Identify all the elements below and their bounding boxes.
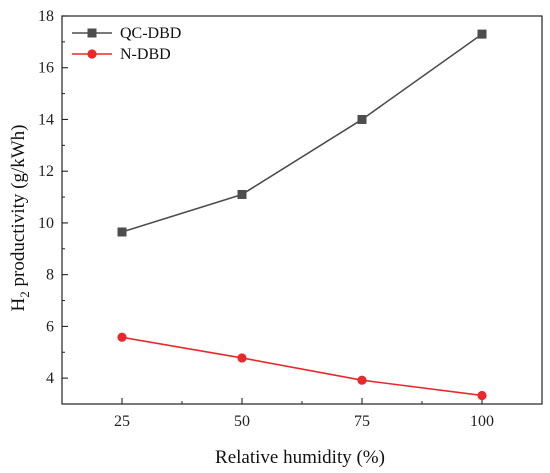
- y-tick-label: 18: [38, 8, 54, 25]
- y-tick-label: 6: [46, 318, 54, 335]
- legend-item-n-dbd: N-DBD: [72, 46, 171, 63]
- data-point: [117, 332, 127, 342]
- x-tick-label: 75: [354, 413, 370, 430]
- y-tick-label: 8: [46, 267, 54, 284]
- x-tick-label: 100: [470, 413, 494, 430]
- series-line: [121, 33, 483, 233]
- series-layer: [117, 29, 487, 401]
- axes: 4 6 8 10 12 14 16 18 25 50 75 100: [38, 8, 543, 430]
- legend-label: N-DBD: [120, 46, 171, 63]
- x-axis-title: Relative humidity (%): [215, 447, 385, 468]
- series-n-dbd: [117, 332, 487, 401]
- data-point: [357, 375, 367, 385]
- series-qc-dbd: [117, 29, 487, 237]
- y-axis-title: H2 productivity (g/kWh): [8, 125, 32, 312]
- data-point: [477, 390, 487, 401]
- data-point: [117, 227, 127, 237]
- y-tick-label: 14: [38, 111, 54, 128]
- y-tick-label: 4: [46, 370, 54, 387]
- y-tick-label: 10: [38, 215, 54, 232]
- y-tick-label: 12: [38, 163, 54, 180]
- legend-item-qc-dbd: QC-DBD: [72, 25, 181, 42]
- legend-marker-circle: [87, 49, 97, 59]
- data-point: [237, 353, 247, 363]
- series-line: [121, 336, 483, 397]
- data-point: [237, 189, 247, 199]
- legend-label: QC-DBD: [120, 25, 181, 42]
- legend: QC-DBD N-DBD: [72, 25, 181, 63]
- plot-frame: [61, 15, 543, 405]
- legend-marker-square: [87, 28, 97, 38]
- data-point: [477, 29, 487, 39]
- x-tick-label: 25: [114, 413, 130, 430]
- y-tick-label: 16: [38, 60, 54, 77]
- x-tick-label: 50: [234, 413, 250, 430]
- data-point: [357, 114, 367, 124]
